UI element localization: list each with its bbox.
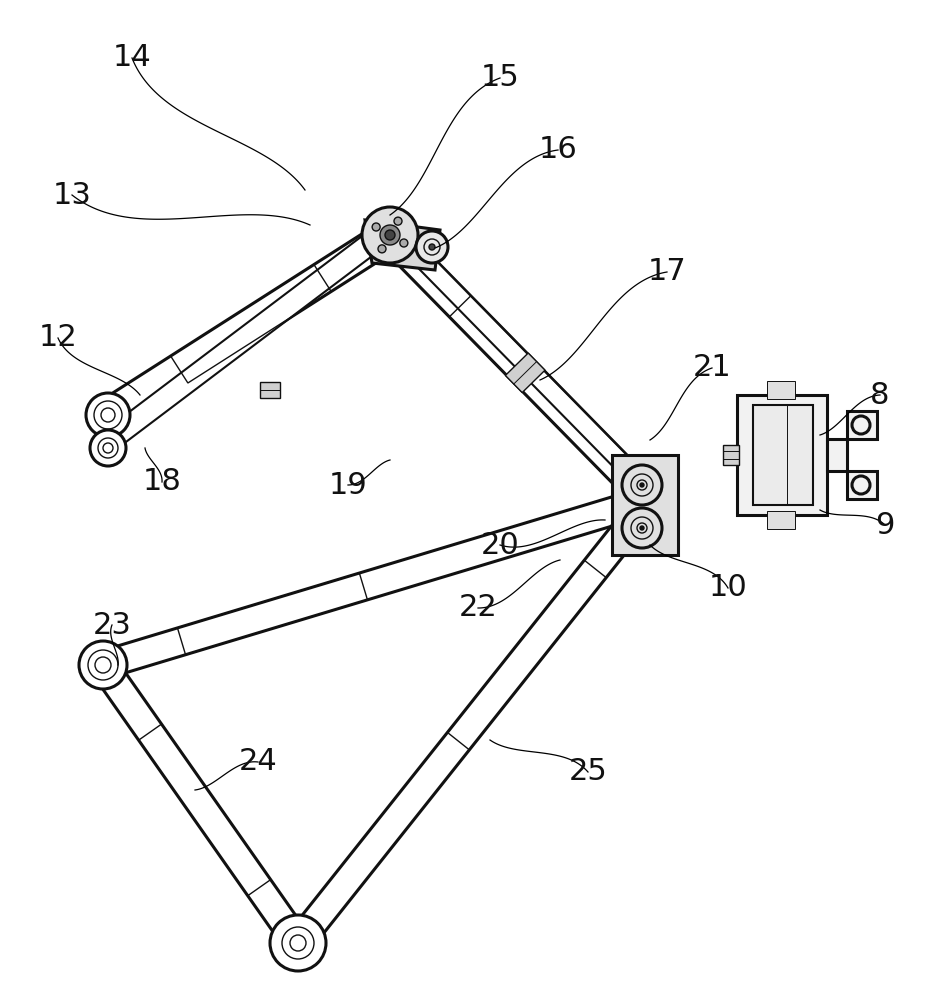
Text: 18: 18 xyxy=(143,468,182,496)
Polygon shape xyxy=(115,494,631,674)
Circle shape xyxy=(380,225,400,245)
Bar xyxy=(767,511,795,529)
Polygon shape xyxy=(301,509,647,934)
Text: 15: 15 xyxy=(481,64,519,93)
Text: 24: 24 xyxy=(239,748,278,776)
Circle shape xyxy=(394,217,402,225)
Circle shape xyxy=(270,915,326,971)
Text: 10: 10 xyxy=(708,574,747,602)
Text: 9: 9 xyxy=(875,510,895,540)
Polygon shape xyxy=(101,670,296,933)
Circle shape xyxy=(385,230,395,240)
Circle shape xyxy=(640,526,644,530)
Circle shape xyxy=(372,223,380,231)
Circle shape xyxy=(378,245,386,253)
Text: 22: 22 xyxy=(459,593,498,622)
Text: 25: 25 xyxy=(569,758,608,786)
Polygon shape xyxy=(385,222,664,505)
Circle shape xyxy=(362,207,418,263)
Text: 23: 23 xyxy=(92,610,131,640)
Circle shape xyxy=(416,231,448,263)
Bar xyxy=(260,382,280,398)
Polygon shape xyxy=(94,218,404,432)
Text: 12: 12 xyxy=(38,324,77,353)
Polygon shape xyxy=(827,411,877,499)
Bar xyxy=(753,405,813,505)
Bar xyxy=(737,395,827,515)
Text: 17: 17 xyxy=(648,257,686,286)
Text: 20: 20 xyxy=(481,530,519,560)
Circle shape xyxy=(400,239,408,247)
Polygon shape xyxy=(505,353,545,393)
Circle shape xyxy=(90,430,126,466)
Bar xyxy=(723,445,739,465)
Polygon shape xyxy=(375,220,665,515)
Text: 14: 14 xyxy=(113,43,151,73)
Circle shape xyxy=(640,483,644,487)
Circle shape xyxy=(79,641,127,689)
Polygon shape xyxy=(365,220,440,270)
Text: 19: 19 xyxy=(329,471,367,499)
Text: 8: 8 xyxy=(870,380,890,410)
Text: 21: 21 xyxy=(692,354,732,382)
Text: 16: 16 xyxy=(539,135,578,164)
Polygon shape xyxy=(612,455,678,555)
Bar xyxy=(767,381,795,399)
Circle shape xyxy=(86,393,130,437)
Polygon shape xyxy=(95,219,397,455)
Circle shape xyxy=(429,244,435,250)
Text: 13: 13 xyxy=(52,180,91,210)
